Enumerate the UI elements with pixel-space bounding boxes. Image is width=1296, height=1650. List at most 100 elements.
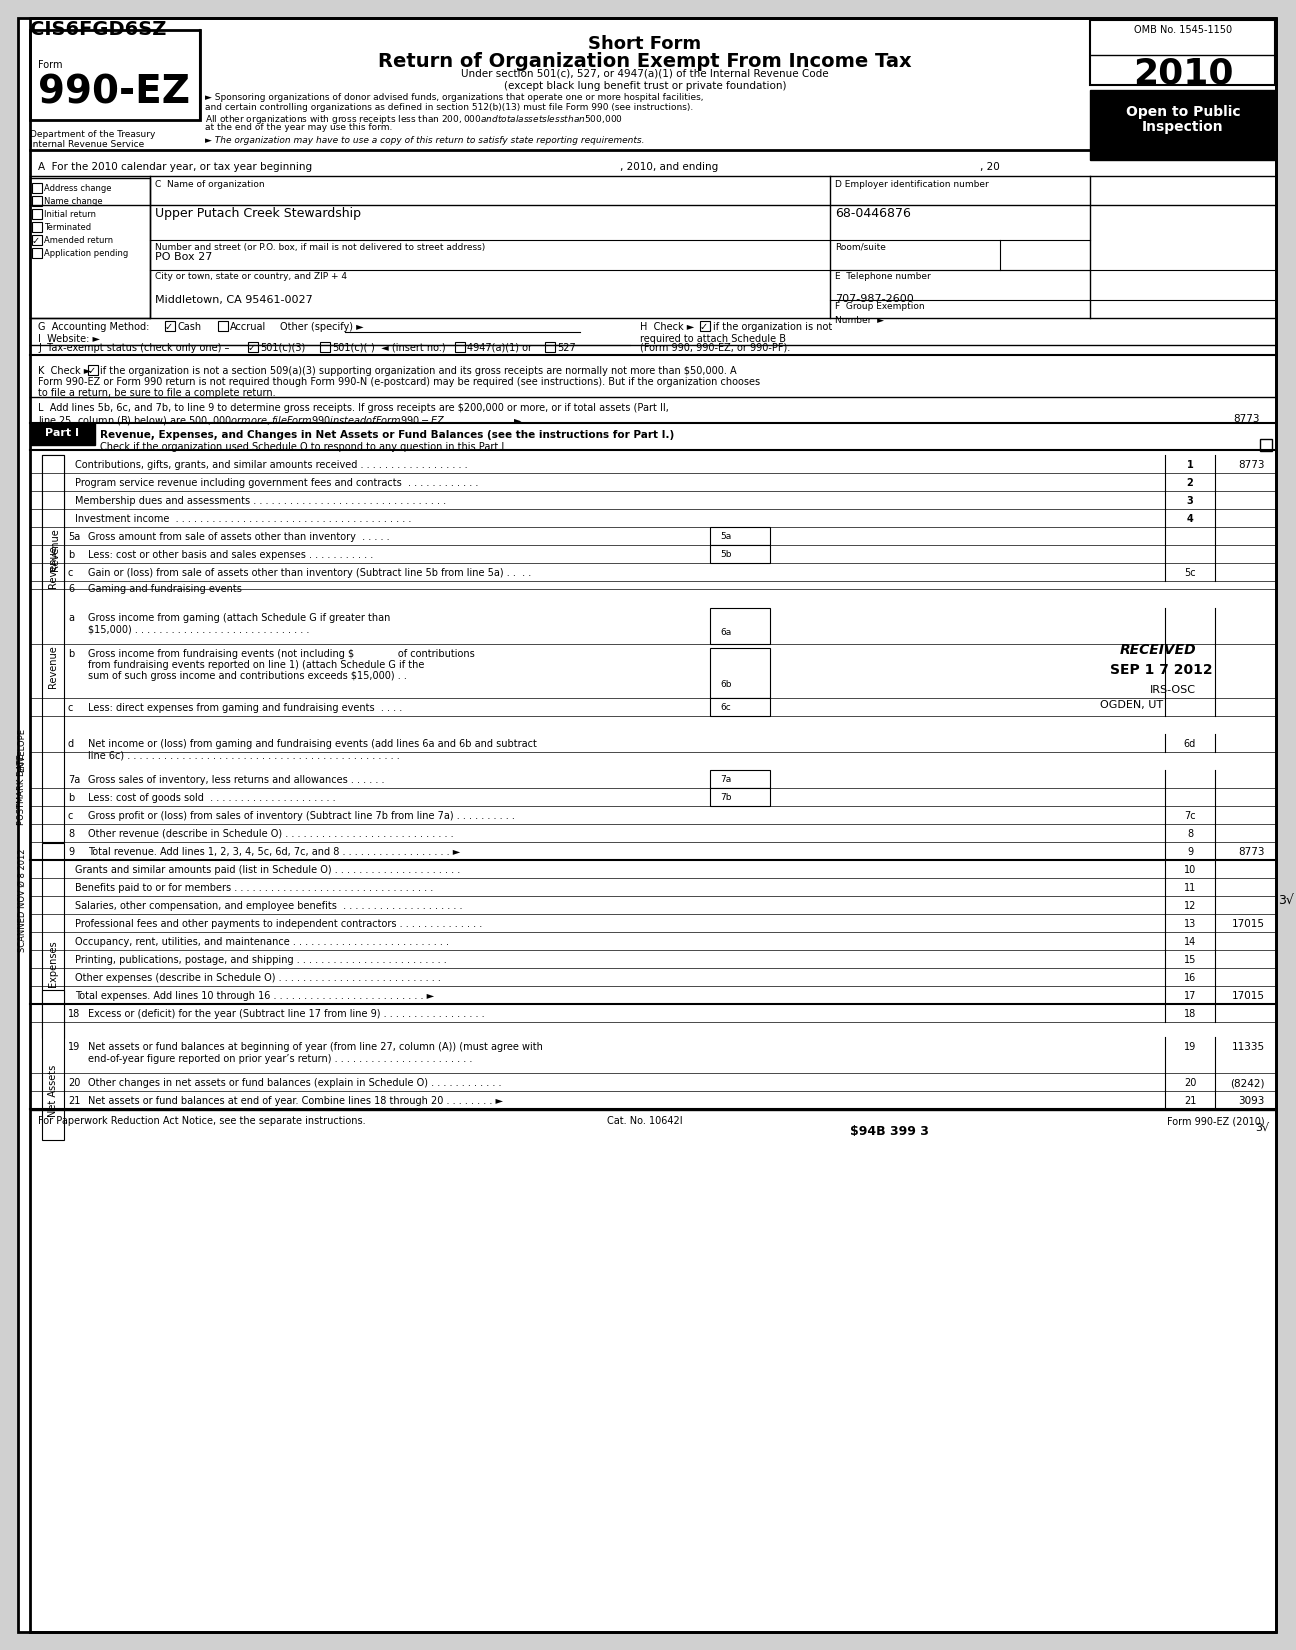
Text: 21: 21 (67, 1096, 80, 1106)
Text: 14: 14 (1183, 937, 1196, 947)
Text: 3093: 3093 (1239, 1096, 1265, 1106)
Text: 19: 19 (67, 1043, 80, 1053)
Bar (218, 322, 228, 332)
Text: Terminated: Terminated (44, 223, 91, 233)
Text: 2010: 2010 (1133, 58, 1234, 91)
Bar (41, 843, 64, 1038)
Text: Less: direct expenses from gaming and fundraising events  . . . .: Less: direct expenses from gaming and fu… (88, 703, 402, 713)
Text: line 25, column (B) below) are $500,000 or more, file Form 990 instead of Form 9: line 25, column (B) below) are $500,000 … (38, 414, 524, 427)
Bar (32, 183, 41, 193)
Text: Check if the organization used Schedule O to respond to any question in this Par: Check if the organization used Schedule … (100, 442, 596, 452)
Text: 3: 3 (1187, 497, 1194, 507)
Text: Department of the Treasury: Department of the Treasury (30, 130, 156, 139)
Text: c: c (67, 812, 74, 822)
Text: end-of-year figure reported on prior year’s return) . . . . . . . . . . . . . . : end-of-year figure reported on prior yea… (88, 1054, 472, 1064)
Text: Gross sales of inventory, less returns and allowances . . . . . .: Gross sales of inventory, less returns a… (88, 776, 385, 785)
Bar (710, 544, 770, 563)
Text: 7a: 7a (67, 776, 80, 785)
Bar (710, 698, 770, 716)
Text: Revenue: Revenue (48, 544, 58, 587)
Text: b: b (67, 549, 74, 559)
Text: 6: 6 (67, 584, 74, 594)
Text: 6c: 6c (721, 703, 731, 713)
Text: F  Group Exemption: F Group Exemption (835, 302, 924, 310)
Bar (30, 178, 150, 318)
Text: Form 990-EZ or Form 990 return is not required though Form 990-N (e-postcard) ma: Form 990-EZ or Form 990 return is not re… (38, 376, 761, 388)
Text: Gross income from fundraising events (not including $              of contributi: Gross income from fundraising events (no… (88, 648, 474, 658)
Text: (8242): (8242) (1230, 1077, 1265, 1087)
Text: $94B 399 3: $94B 399 3 (850, 1125, 929, 1138)
Text: SEP 1 7 2012: SEP 1 7 2012 (1109, 663, 1213, 676)
Text: K  Check ►: K Check ► (38, 366, 91, 376)
Bar (1260, 439, 1271, 450)
Text: 6b: 6b (721, 680, 731, 690)
Text: Middletown, CA 95461-0027: Middletown, CA 95461-0027 (156, 295, 312, 305)
Bar (32, 248, 41, 257)
Bar (41, 990, 64, 1140)
Text: 8773: 8773 (1234, 414, 1260, 424)
Text: Name change: Name change (44, 196, 102, 206)
Text: ✓: ✓ (248, 343, 257, 353)
Bar (1090, 91, 1275, 160)
Text: 8773: 8773 (1239, 460, 1265, 470)
Text: 501(c)(3): 501(c)(3) (260, 343, 306, 353)
Text: H  Check ►: H Check ► (640, 322, 695, 332)
Bar (546, 342, 555, 351)
Text: Occupancy, rent, utilities, and maintenance . . . . . . . . . . . . . . . . . . : Occupancy, rent, utilities, and maintena… (75, 937, 448, 947)
Bar (32, 196, 41, 206)
Text: ✓: ✓ (700, 322, 708, 332)
Text: Cat. No. 10642I: Cat. No. 10642I (608, 1115, 683, 1125)
Text: SCANNED NOV Ø 8 2012: SCANNED NOV Ø 8 2012 (18, 848, 26, 952)
Text: 12: 12 (1183, 901, 1196, 911)
Bar (41, 455, 64, 630)
Text: Revenue: Revenue (51, 528, 60, 571)
Text: 20: 20 (67, 1077, 80, 1087)
Bar (165, 322, 175, 332)
Text: Application pending: Application pending (44, 249, 128, 257)
Text: 9: 9 (67, 846, 74, 856)
Text: Net Assets: Net Assets (48, 1064, 58, 1117)
Text: ✓: ✓ (32, 236, 40, 246)
Text: 17015: 17015 (1232, 992, 1265, 1002)
Text: 10: 10 (1183, 865, 1196, 874)
Text: CIS6FGD6SZ: CIS6FGD6SZ (30, 20, 166, 40)
Text: Other (specify) ►: Other (specify) ► (280, 322, 364, 332)
Text: (except black lung benefit trust or private foundation): (except black lung benefit trust or priv… (504, 81, 787, 91)
Text: G  Accounting Method:: G Accounting Method: (38, 322, 149, 332)
Text: 13: 13 (1183, 919, 1196, 929)
Text: PO Box 27: PO Box 27 (156, 252, 213, 262)
Text: to file a return, be sure to file a complete return.: to file a return, be sure to file a comp… (38, 388, 276, 398)
Bar (30, 30, 200, 120)
Text: Return of Organization Exempt From Income Tax: Return of Organization Exempt From Incom… (378, 53, 912, 71)
Text: Form: Form (38, 59, 62, 69)
Text: 5a: 5a (67, 531, 80, 541)
Text: 7b: 7b (721, 794, 731, 802)
Text: (Form 990, 990-EZ, or 990-PF).: (Form 990, 990-EZ, or 990-PF). (640, 343, 791, 353)
Text: 4: 4 (1187, 515, 1194, 525)
Text: Other revenue (describe in Schedule O) . . . . . . . . . . . . . . . . . . . . .: Other revenue (describe in Schedule O) .… (88, 828, 454, 838)
Text: at the end of the year may use this form.: at the end of the year may use this form… (205, 124, 393, 132)
Text: ► Sponsoring organizations of donor advised funds, organizations that operate on: ► Sponsoring organizations of donor advi… (205, 92, 704, 102)
Text: 5b: 5b (721, 549, 731, 559)
Text: 8773: 8773 (1239, 846, 1265, 856)
Text: Gain or (loss) from sale of assets other than inventory (Subtract line 5b from l: Gain or (loss) from sale of assets other… (88, 568, 531, 577)
Text: 4947(a)(1) or: 4947(a)(1) or (467, 343, 531, 353)
Text: Number  ►: Number ► (835, 317, 884, 325)
Text: 990-EZ: 990-EZ (38, 73, 191, 111)
Bar (1090, 20, 1275, 86)
Text: ✓: ✓ (88, 366, 96, 376)
Text: 6a: 6a (721, 629, 731, 637)
Text: Other expenses (describe in Schedule O) . . . . . . . . . . . . . . . . . . . . : Other expenses (describe in Schedule O) … (75, 974, 441, 983)
Text: 527: 527 (557, 343, 575, 353)
Text: J  Tax-exempt status (check only one) –: J Tax-exempt status (check only one) – (38, 343, 229, 353)
Text: Address change: Address change (44, 185, 111, 193)
Text: Gross amount from sale of assets other than inventory  . . . . .: Gross amount from sale of assets other t… (88, 531, 390, 541)
Text: 6d: 6d (1183, 739, 1196, 749)
Text: 19: 19 (1183, 1043, 1196, 1053)
Text: 8: 8 (67, 828, 74, 838)
Text: 20: 20 (1183, 1077, 1196, 1087)
Text: 18: 18 (67, 1010, 80, 1020)
Text: Net assets or fund balances at beginning of year (from line 27, column (A)) (mus: Net assets or fund balances at beginning… (88, 1043, 543, 1053)
Text: Professional fees and other payments to independent contractors . . . . . . . . : Professional fees and other payments to … (75, 919, 482, 929)
Text: All other organizations with gross receipts less than $200,000 and total assets : All other organizations with gross recei… (205, 112, 623, 125)
